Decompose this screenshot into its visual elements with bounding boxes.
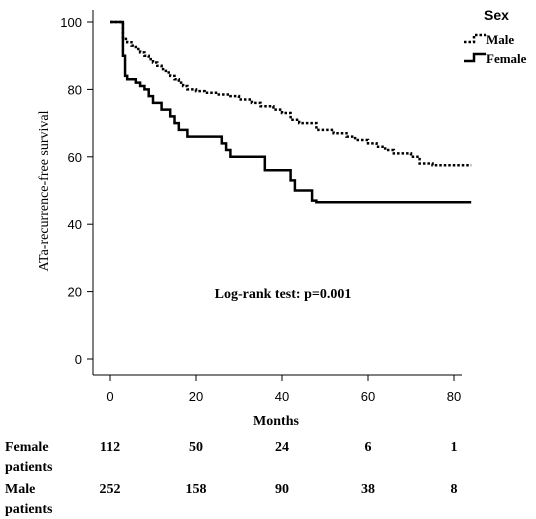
y-axis-title: ATa-recurrence-free survival — [37, 110, 52, 271]
legend-title: Sex — [484, 7, 509, 23]
y-tick-label: 100 — [60, 15, 82, 30]
risk-row-label-female-line1: Female — [5, 440, 49, 455]
legend: Sex Male Female — [464, 7, 527, 66]
risk-row-label-male-line2: patients — [5, 502, 53, 517]
legend-female-symbol — [464, 52, 486, 63]
risk-table-value: 6 — [365, 440, 372, 455]
legend-male-symbol — [464, 33, 486, 44]
y-tick-label: 40 — [68, 217, 82, 232]
y-tick-label: 60 — [68, 150, 82, 165]
risk-table-value: 38 — [361, 482, 375, 497]
survival-curves — [110, 20, 472, 204]
risk-table-value: 112 — [100, 440, 120, 455]
y-tick-label: 0 — [75, 352, 82, 367]
risk-table-values: 112 50 24 6 1 252 158 90 38 8 — [100, 440, 458, 497]
log-rank-annotation: Log-rank test: p=0.001 — [215, 287, 352, 302]
risk-row-label-male-line1: Male — [5, 482, 35, 497]
x-axis-ticks: 0 20 40 60 80 — [106, 375, 461, 404]
risk-table-value: 8 — [451, 482, 458, 497]
y-tick-label: 80 — [68, 82, 82, 97]
risk-row-label-female-line2: patients — [5, 460, 53, 475]
risk-table-value: 158 — [186, 482, 207, 497]
risk-table-value: 1 — [451, 440, 458, 455]
x-tick-label: 60 — [361, 389, 375, 404]
x-tick-label: 40 — [275, 389, 289, 404]
series-line-male — [110, 20, 472, 167]
series-line-female — [110, 20, 472, 204]
x-tick-label: 0 — [106, 389, 113, 404]
risk-table-value: 90 — [275, 482, 289, 497]
legend-male-label: Male — [486, 32, 514, 47]
risk-table-value: 50 — [189, 440, 203, 455]
x-tick-label: 20 — [189, 389, 203, 404]
risk-table-value: 252 — [100, 482, 121, 497]
y-axis-ticks: 0 20 40 60 80 100 — [60, 15, 93, 367]
risk-table-value: 24 — [275, 440, 289, 455]
risk-table: Female patients Male patients 112 50 24 6 1 2… — [5, 440, 458, 517]
x-axis-title: Months — [253, 414, 299, 429]
x-tick-label: 80 — [447, 389, 461, 404]
y-tick-label: 20 — [68, 285, 82, 300]
legend-female-label: Female — [486, 51, 527, 66]
